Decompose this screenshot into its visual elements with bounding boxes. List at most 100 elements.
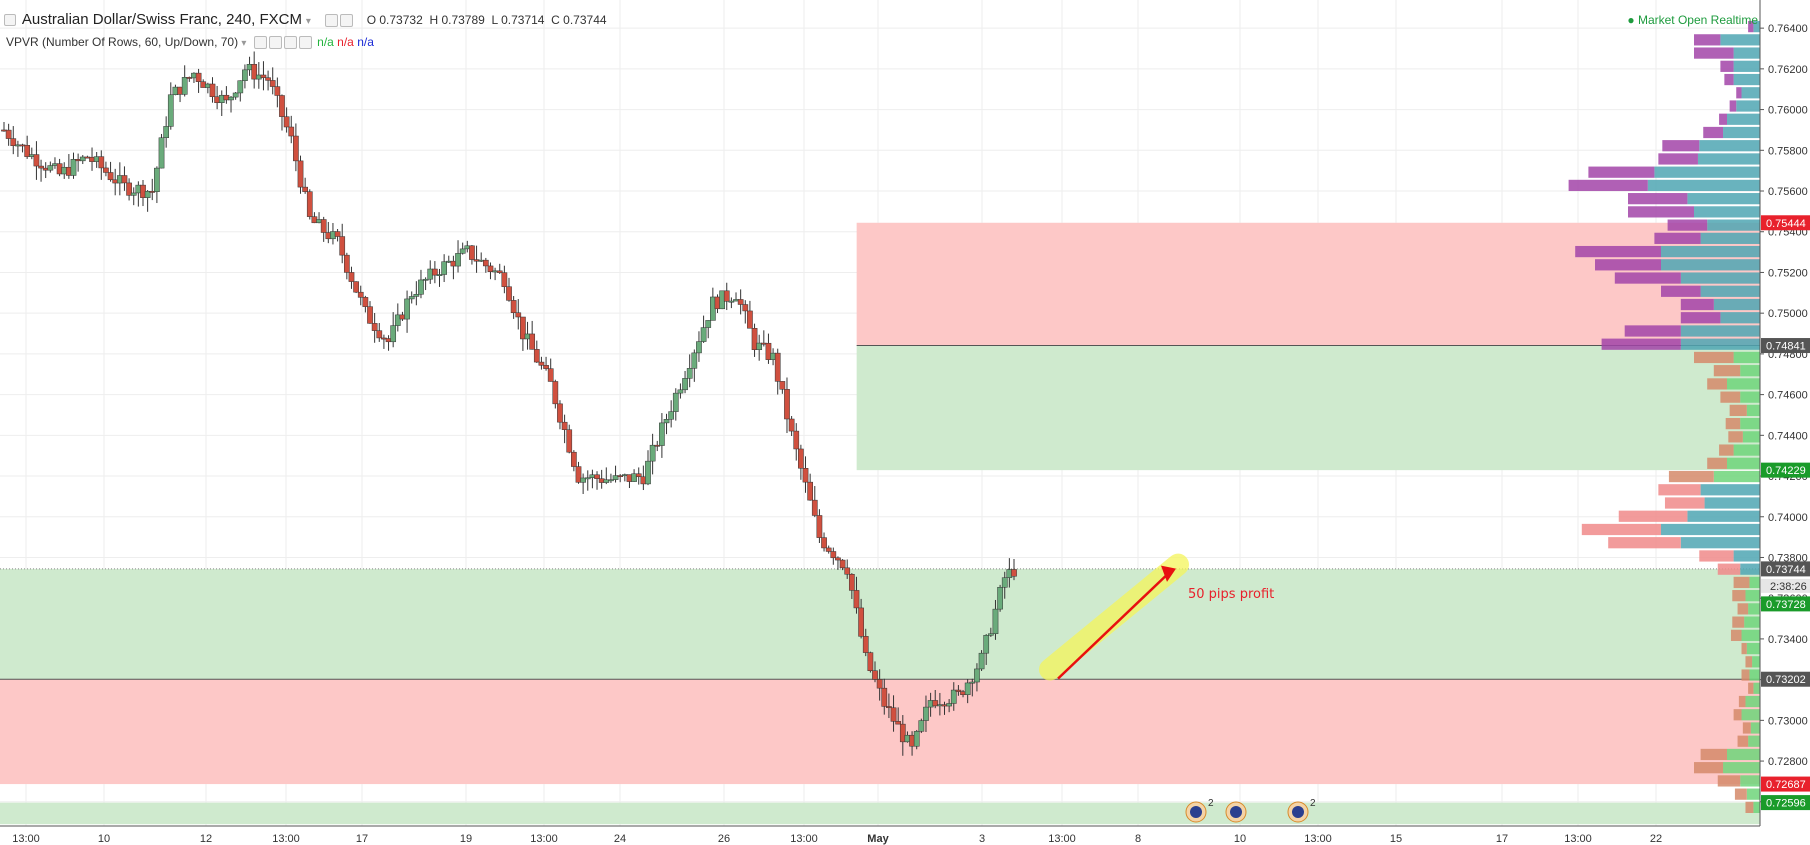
dropdown-chevron-icon[interactable]: ▾ <box>305 16 311 27</box>
x-tick-label: 26 <box>718 833 730 845</box>
vp-bar-up <box>1647 179 1760 192</box>
candle-bull <box>978 652 985 670</box>
candle-bear <box>779 381 786 390</box>
vp-bar-down <box>1668 470 1714 483</box>
y-tick-label: 0.76200 <box>1768 64 1808 76</box>
candle-bear <box>482 259 489 267</box>
countdown-label: 2:38:26 <box>1770 581 1807 593</box>
vp-bar-down <box>1719 444 1734 456</box>
candle-bear <box>853 590 860 609</box>
vp-bar-down <box>1694 34 1721 46</box>
eye-icon[interactable] <box>253 36 267 50</box>
candle-bear <box>121 175 128 184</box>
candle-bear <box>890 707 897 722</box>
event-badge-count: 2 <box>1208 798 1214 809</box>
vp-bar-down <box>1601 338 1681 350</box>
candle-bear <box>283 116 290 128</box>
dropdown-chevron-icon[interactable]: ▾ <box>241 38 247 49</box>
close-icon[interactable] <box>298 36 312 50</box>
vp-bar-down <box>1738 695 1746 708</box>
collapse-icon[interactable] <box>4 14 16 27</box>
candle-bear <box>830 551 837 559</box>
candle-bull <box>663 419 670 424</box>
candle-bear <box>209 83 216 98</box>
indicator-title[interactable]: VPVR (Number Of Rows, 60, Up/Down, 70) <box>6 35 239 49</box>
candle-bear <box>742 304 749 312</box>
flag-icon <box>1190 806 1202 818</box>
vp-bar-up <box>1748 735 1760 747</box>
vp-bar-up <box>1727 457 1760 469</box>
y-tick-label: 0.75000 <box>1768 308 1808 320</box>
time-axis-bg <box>0 826 1810 845</box>
status-dot-icon: ● <box>1627 13 1635 27</box>
vp-bar-up <box>1746 404 1760 416</box>
candle-bear <box>469 245 475 260</box>
candle-bull <box>756 342 763 350</box>
candle-bear <box>747 310 753 329</box>
flag-icon <box>1292 806 1304 818</box>
candle-bear <box>1011 569 1017 577</box>
candle-bear <box>33 154 40 167</box>
vp-bar-down <box>1717 775 1741 787</box>
candle-bear <box>872 670 878 680</box>
candle-bear <box>788 418 795 432</box>
plus-icon[interactable] <box>283 36 297 50</box>
vp-bar-down <box>1694 762 1724 774</box>
candle-bull <box>649 444 656 462</box>
vp-bar-up <box>1745 695 1760 708</box>
price-badge-label: 0.73202 <box>1766 674 1806 686</box>
indicator-value-total: n/a <box>357 35 374 49</box>
candle-bear <box>571 451 577 467</box>
candle-bull <box>404 298 410 320</box>
candle-bear <box>821 537 827 549</box>
vp-bar-up <box>1680 325 1760 337</box>
vp-bar-up <box>1697 153 1760 165</box>
candle-bull <box>946 703 952 707</box>
vp-bar-down <box>1741 669 1750 681</box>
vp-bar-down <box>1748 682 1754 694</box>
vp-bar-up <box>1733 60 1760 72</box>
candle-bull <box>459 248 466 254</box>
y-tick-label: 0.72800 <box>1768 756 1808 768</box>
candle-bull <box>603 479 610 483</box>
candle-bear <box>784 389 790 420</box>
settings-icon[interactable] <box>268 36 282 50</box>
price-badge-label: 0.73744 <box>1766 564 1806 576</box>
vp-bar-down <box>1720 391 1741 403</box>
candle-bear <box>811 499 818 516</box>
zone-demand <box>856 345 1760 471</box>
candle-bear <box>899 723 906 743</box>
vp-bar-down <box>1694 47 1734 59</box>
candle-bull <box>390 325 397 343</box>
ohlc-close: 0.73744 <box>563 13 607 27</box>
vp-bar-up <box>1746 642 1760 655</box>
vp-bar-up <box>1745 590 1760 602</box>
candle-bull <box>645 460 651 485</box>
candle-bear <box>279 95 285 117</box>
eye-icon[interactable] <box>339 13 353 27</box>
vp-bar-up <box>1733 47 1760 59</box>
vp-bar-up <box>1733 73 1760 86</box>
vp-bar-up <box>1720 312 1760 324</box>
vp-bar-up <box>1752 656 1760 668</box>
symbol-title[interactable]: Australian Dollar/Swiss Franc, 240, FXCM <box>21 11 302 28</box>
vp-bar-up <box>1744 616 1760 628</box>
candle-bear <box>858 607 864 637</box>
y-tick-label: 0.74400 <box>1768 430 1808 442</box>
settings-icon[interactable] <box>324 13 338 27</box>
candle-bear <box>10 138 17 147</box>
vp-bar-down <box>1713 365 1741 377</box>
vp-bar-down <box>1624 325 1681 337</box>
candle-bear <box>5 129 12 139</box>
ohlc-low: 0.73714 <box>501 13 545 27</box>
y-tick-label: 0.74600 <box>1768 390 1808 402</box>
candle-bull <box>913 731 920 747</box>
candle-bull <box>237 80 244 94</box>
price-badge-label: 0.74229 <box>1766 465 1806 477</box>
price-badge-label: 0.74841 <box>1766 341 1806 353</box>
vp-bar-down <box>1737 603 1749 615</box>
vp-bar-up <box>1680 537 1760 549</box>
vp-bar-down <box>1667 219 1708 231</box>
